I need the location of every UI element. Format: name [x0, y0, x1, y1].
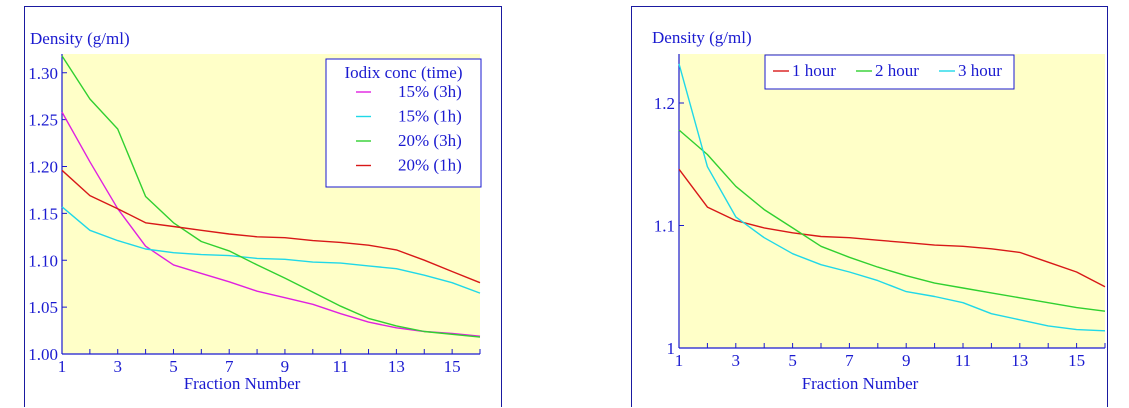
series-line-2: [61, 55, 481, 338]
density-chart-left: 1.001.051.101.151.201.251.301 3 5 7 9 11 13 15D…: [28, 29, 482, 393]
x-tick-label: 11: [332, 357, 348, 376]
series-line-2: [678, 63, 1106, 332]
y-axis-title: Density (g/ml): [30, 29, 130, 48]
y-tick-label: 1.15: [28, 204, 58, 223]
x-tick-label: 15: [1068, 351, 1085, 370]
x-tick-label: 1: [58, 357, 67, 376]
x-axis-title: Fraction Number: [802, 374, 919, 393]
y-tick-label: 1.00: [28, 345, 58, 364]
legend-label: 15% (3h): [398, 82, 462, 101]
x-tick-label: 15: [444, 357, 461, 376]
chart-panel-left: 1.00 1.05 1.10 1.15 1.20 1.25 1.30 1 3 5 7 9 11 13 15 D…: [24, 6, 502, 407]
y-tick-label: 1.2: [654, 94, 675, 113]
y-tick-label: 1: [667, 339, 676, 358]
y-axis-title: Density (g/ml): [652, 28, 752, 47]
x-tick-label: 13: [1011, 351, 1028, 370]
y-tick-label: 1.30: [28, 64, 58, 83]
series-line-3: [61, 169, 481, 284]
legend-label: 15% (1h): [398, 107, 462, 126]
legend-label: 3 hour: [958, 61, 1002, 80]
x-tick-label: 11: [955, 351, 971, 370]
x-tick-label: 1: [675, 351, 684, 370]
x-tick-label: 13: [388, 357, 405, 376]
x-tick-label: 5: [788, 351, 797, 370]
legend-box: [764, 54, 1015, 90]
chart-panel-right: 1 1.1 1.2 1 3 5 7 9 11 13 15 Density (g/ml) Fraction…: [631, 6, 1108, 407]
series-line-0: [61, 111, 481, 337]
y-tick-label: 1.1: [654, 217, 675, 236]
y-tick-label: 1.25: [28, 111, 58, 130]
x-tick-label: 5: [169, 357, 178, 376]
x-axis-title: Fraction Number: [184, 374, 301, 393]
x-tick-label: 7: [845, 351, 854, 370]
x-tick-label: 3: [113, 357, 122, 376]
series-line-0: [678, 168, 1106, 288]
legend-label: 20% (3h): [398, 131, 462, 150]
x-tick-label: 3: [732, 351, 741, 370]
x-tick-label: 9: [281, 357, 290, 376]
x-tick-label: 7: [225, 357, 234, 376]
legend-box: [325, 58, 482, 188]
y-tick-label: 1.05: [28, 298, 58, 317]
series-line-1: [61, 206, 481, 294]
x-tick-label: 9: [902, 351, 911, 370]
legend-label: 2 hour: [875, 61, 919, 80]
y-tick-label: 1.10: [28, 251, 58, 270]
y-tick-label: 1.20: [28, 158, 58, 177]
plot-area: [679, 54, 1105, 348]
legend-label: 20% (1h): [398, 156, 462, 175]
legend-label: 1 hour: [792, 61, 836, 80]
series-line-1: [678, 129, 1106, 312]
legend-title: Iodix conc (time): [344, 63, 462, 82]
